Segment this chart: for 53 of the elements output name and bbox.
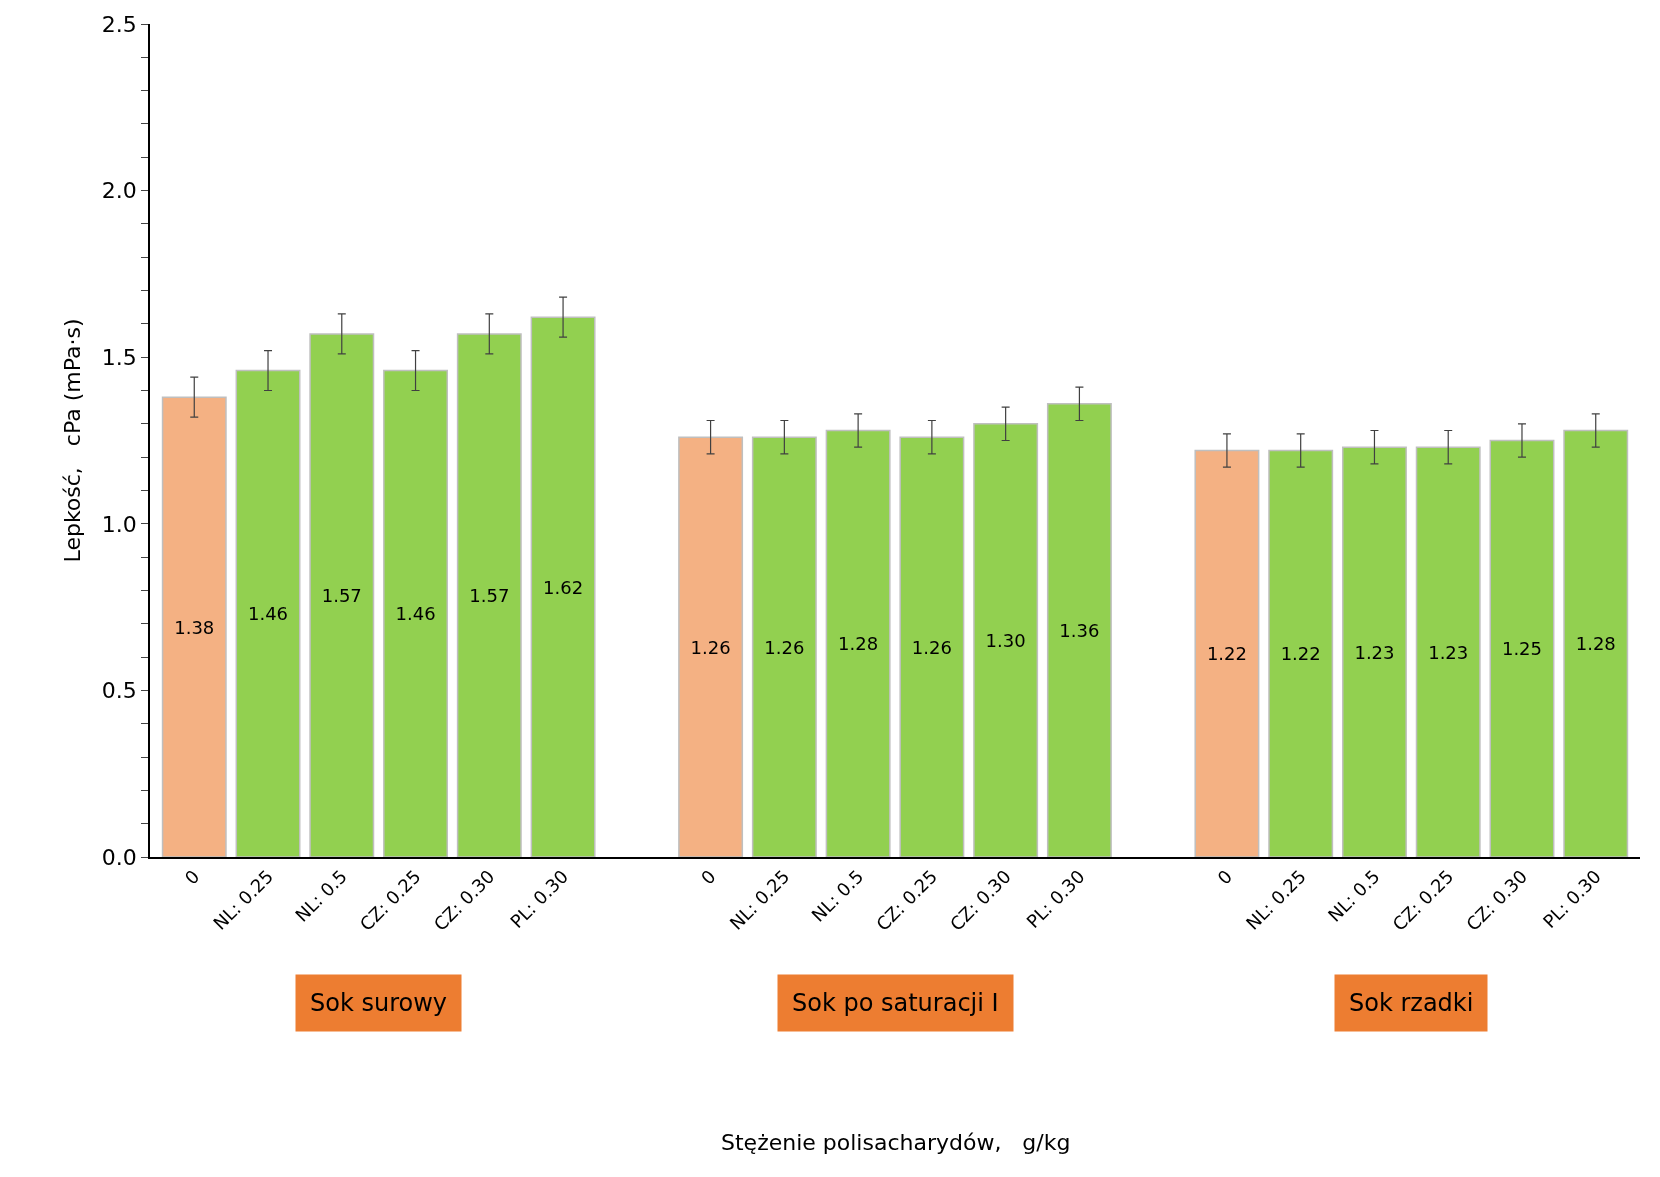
bar bbox=[530, 316, 596, 857]
data-label: 1.46 bbox=[247, 603, 289, 625]
y-tick-label: 0.5 bbox=[101, 678, 137, 704]
data-label: 1.30 bbox=[985, 629, 1026, 651]
x-tick-label: NL: 0.5 bbox=[807, 865, 868, 926]
bar bbox=[751, 436, 817, 857]
bar bbox=[899, 436, 965, 857]
data-label: 1.23 bbox=[1428, 641, 1469, 663]
data-label: 1.26 bbox=[911, 636, 952, 658]
y-tick-label: 2.0 bbox=[101, 178, 137, 204]
data-label: 1.25 bbox=[1501, 638, 1543, 660]
bar bbox=[825, 429, 891, 857]
bar bbox=[1268, 449, 1334, 857]
data-label: 1.28 bbox=[1575, 633, 1616, 655]
bar bbox=[383, 369, 449, 857]
text: Sok po saturacji I bbox=[792, 989, 999, 1017]
bar bbox=[1563, 429, 1629, 857]
data-label: 1.26 bbox=[690, 636, 731, 658]
data-label: 1.28 bbox=[838, 633, 879, 655]
data-label: 1.57 bbox=[469, 584, 510, 606]
text: Sok surowy bbox=[310, 989, 448, 1017]
bar bbox=[1341, 446, 1407, 857]
x-tick-label: 0 bbox=[696, 865, 720, 889]
x-tick-label: 0 bbox=[180, 865, 204, 889]
data-label: 1.38 bbox=[174, 616, 215, 638]
bar bbox=[1046, 403, 1112, 857]
y-tick-label: 1.5 bbox=[101, 344, 137, 370]
bar bbox=[1194, 449, 1260, 857]
bar bbox=[1489, 439, 1555, 857]
bar bbox=[235, 369, 301, 857]
y-tick-label: 2.5 bbox=[101, 11, 137, 37]
x-tick-label: NL: 0.5 bbox=[290, 865, 351, 926]
data-label: 1.36 bbox=[1059, 619, 1100, 641]
data-label: 1.62 bbox=[543, 576, 584, 598]
x-tick-label: 0 bbox=[1213, 865, 1237, 889]
data-label: 1.23 bbox=[1354, 641, 1395, 663]
y-axis-title: Lepkość, cPa (mPa·s) bbox=[60, 318, 86, 563]
bar bbox=[456, 333, 522, 857]
data-label: 1.26 bbox=[764, 636, 805, 658]
y-tick-label: 0.0 bbox=[101, 844, 137, 870]
x-tick-label: NL: 0.5 bbox=[1323, 865, 1384, 926]
bar bbox=[1415, 446, 1481, 857]
data-label: 1.57 bbox=[321, 584, 362, 606]
bar bbox=[678, 436, 744, 857]
data-label: 1.46 bbox=[395, 603, 436, 625]
y-tick-label: 1.0 bbox=[101, 511, 137, 537]
data-label: 1.22 bbox=[1280, 643, 1321, 665]
bar bbox=[973, 423, 1039, 857]
text: Sok rzadki bbox=[1349, 989, 1474, 1017]
bar bbox=[161, 396, 227, 857]
text: Stężenie polisacharydów, g/kg bbox=[721, 1130, 1071, 1155]
bar bbox=[309, 333, 375, 857]
data-label: 1.22 bbox=[1206, 643, 1247, 665]
